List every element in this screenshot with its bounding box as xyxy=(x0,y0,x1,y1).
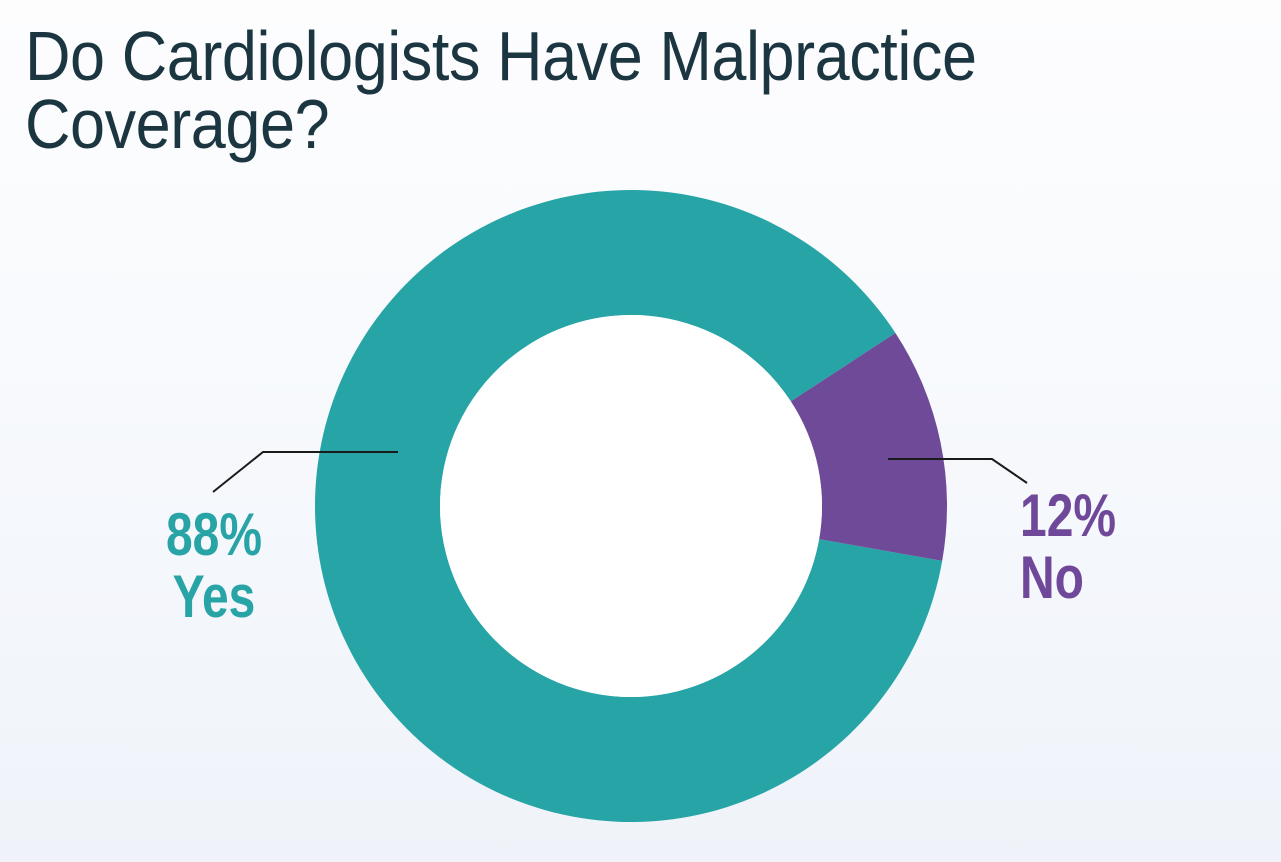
donut-slice-no xyxy=(790,332,948,561)
label-no: 12% No xyxy=(1020,485,1116,609)
donut-slice-yes xyxy=(315,190,943,823)
donut-hole xyxy=(440,315,822,697)
label-yes-name: Yes xyxy=(172,563,256,630)
label-no-value: 12% xyxy=(1020,482,1117,549)
label-no-name: No xyxy=(1020,544,1084,611)
chart-title: Do Cardiologists Have Malpractice Covera… xyxy=(25,17,977,163)
leader-line-no xyxy=(888,458,1028,484)
label-yes-value: 88% xyxy=(165,501,263,568)
leader-line-yes xyxy=(212,451,398,493)
label-yes: 88% Yes xyxy=(154,504,274,628)
